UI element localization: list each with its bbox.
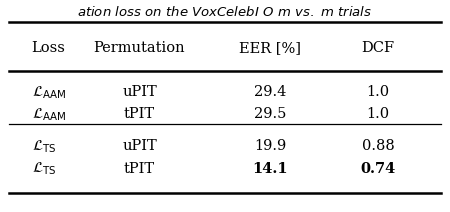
Text: tPIT: tPIT <box>124 107 155 121</box>
Text: 29.4: 29.4 <box>254 85 286 99</box>
Text: 0.88: 0.88 <box>362 139 394 153</box>
Text: DCF: DCF <box>361 41 395 55</box>
Text: 19.9: 19.9 <box>254 139 286 153</box>
Text: uPIT: uPIT <box>122 85 157 99</box>
Text: $\it{ation\ loss\ on\ the\ VoxCelebI\ O\ m\ vs.\ m\ trials}$: $\it{ation\ loss\ on\ the\ VoxCelebI\ O\… <box>77 5 373 19</box>
Text: EER [%]: EER [%] <box>239 41 301 55</box>
Text: 1.0: 1.0 <box>366 85 390 99</box>
Text: $\mathcal{L}_{\mathrm{TS}}$: $\mathcal{L}_{\mathrm{TS}}$ <box>32 160 56 177</box>
Text: 0.74: 0.74 <box>360 162 396 176</box>
Text: tPIT: tPIT <box>124 162 155 176</box>
Text: $\mathcal{L}_{\mathrm{TS}}$: $\mathcal{L}_{\mathrm{TS}}$ <box>32 138 56 155</box>
Text: 1.0: 1.0 <box>366 107 390 121</box>
Text: $\mathcal{L}_{\mathrm{AAM}}$: $\mathcal{L}_{\mathrm{AAM}}$ <box>32 106 66 123</box>
Text: uPIT: uPIT <box>122 139 157 153</box>
Text: Permutation: Permutation <box>94 41 185 55</box>
Text: Loss: Loss <box>32 41 65 55</box>
Text: 14.1: 14.1 <box>252 162 288 176</box>
Text: 29.5: 29.5 <box>254 107 286 121</box>
Text: $\mathcal{L}_{\mathrm{AAM}}$: $\mathcal{L}_{\mathrm{AAM}}$ <box>32 84 66 100</box>
